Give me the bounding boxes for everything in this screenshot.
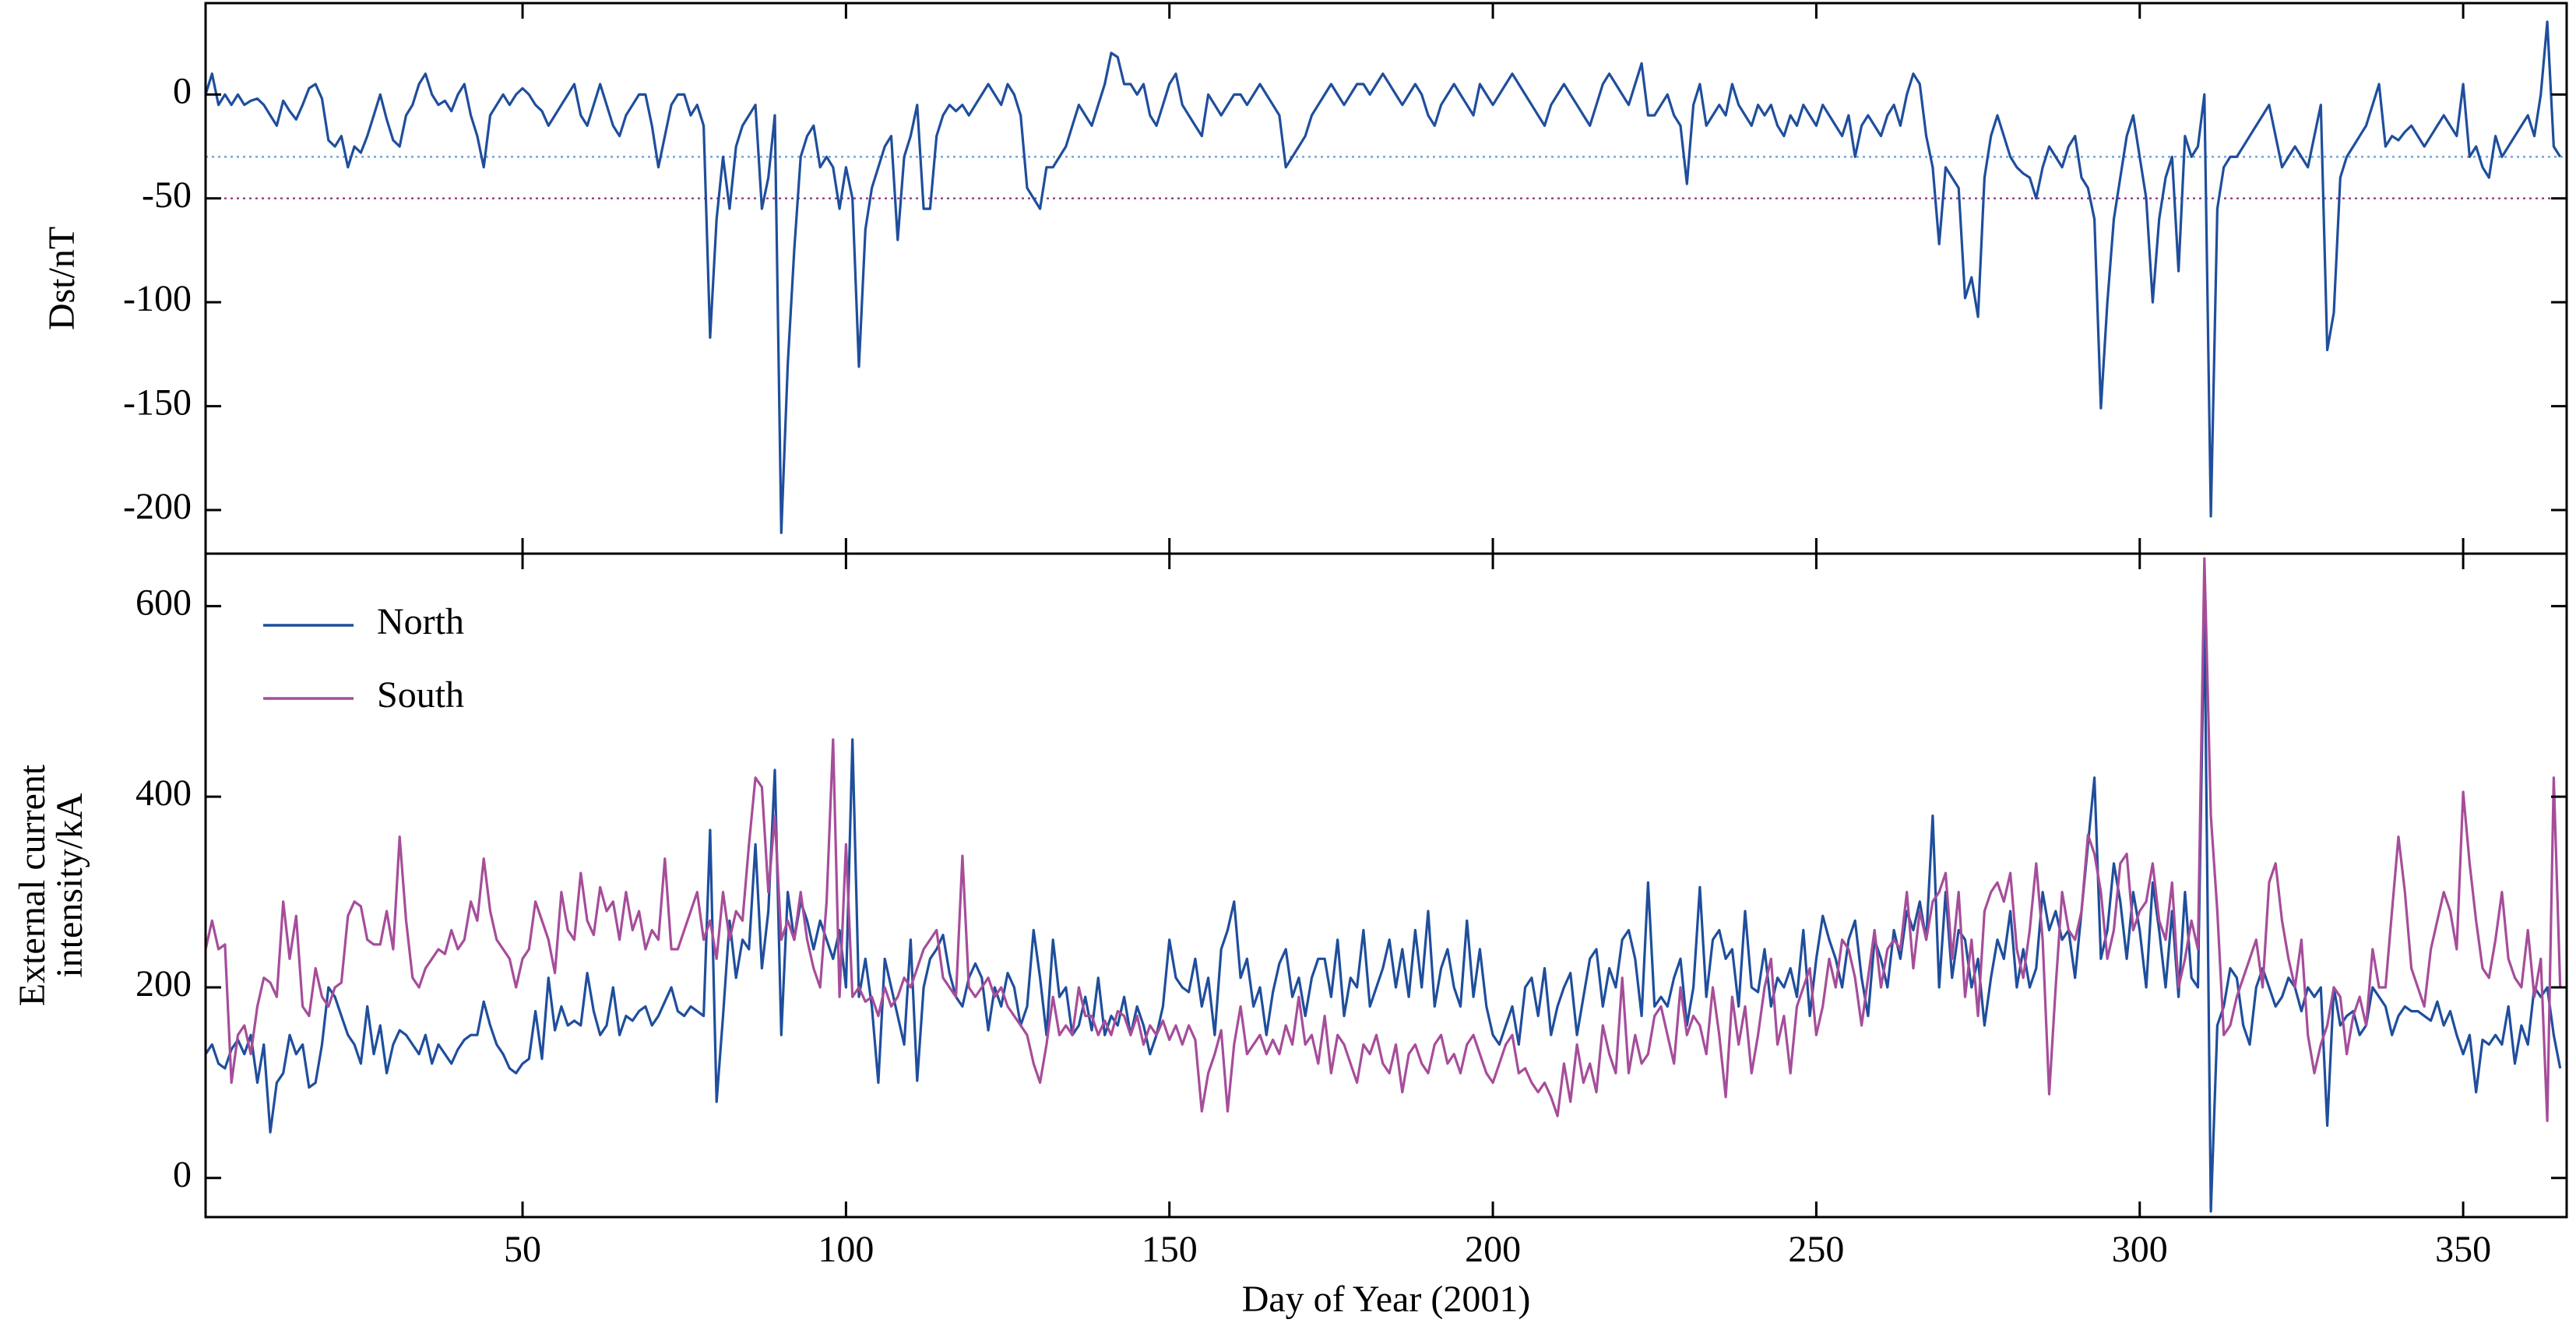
y-axis-label: intensity/kA xyxy=(49,793,90,978)
y-axis-label: Dst/nT xyxy=(41,227,83,330)
y-tick-label: 600 xyxy=(135,582,192,623)
y-tick-label: 0 xyxy=(173,70,192,111)
x-tick-label: 100 xyxy=(818,1229,874,1270)
x-tick-label: 150 xyxy=(1142,1229,1198,1270)
x-tick-label: 300 xyxy=(2112,1229,2168,1270)
x-axis-label: Day of Year (2001) xyxy=(1242,1279,1531,1320)
y-tick-label: 0 xyxy=(173,1154,192,1195)
legend-label: South xyxy=(377,674,464,716)
x-tick-label: 250 xyxy=(1788,1229,1844,1270)
y-tick-label: -50 xyxy=(142,174,192,216)
y-tick-label: 200 xyxy=(135,963,192,1005)
y-tick-label: -150 xyxy=(123,382,192,424)
series-line xyxy=(204,557,2562,1122)
plot-frame xyxy=(204,552,2568,1219)
legend-label: North xyxy=(377,601,464,642)
y-tick-label: -200 xyxy=(123,486,192,527)
y-tick-label: -100 xyxy=(123,278,192,319)
series-line xyxy=(204,20,2562,534)
series-line xyxy=(204,604,2562,1213)
y-axis-label: External current xyxy=(12,764,53,1006)
y-tick-label: 400 xyxy=(135,772,192,814)
x-tick-label: 50 xyxy=(504,1229,541,1270)
x-tick-label: 350 xyxy=(2435,1229,2491,1270)
x-tick-label: 200 xyxy=(1465,1229,1521,1270)
